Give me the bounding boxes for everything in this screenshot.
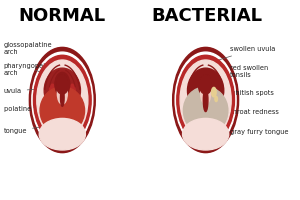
Text: uvula: uvula xyxy=(4,87,59,94)
Ellipse shape xyxy=(200,74,212,94)
Ellipse shape xyxy=(212,82,220,108)
Text: BACTERIAL: BACTERIAL xyxy=(152,7,262,25)
Text: pharyngopalatine
arch: pharyngopalatine arch xyxy=(4,63,63,76)
Ellipse shape xyxy=(182,118,229,150)
Ellipse shape xyxy=(56,74,69,94)
Ellipse shape xyxy=(192,82,200,108)
Ellipse shape xyxy=(39,118,86,150)
Ellipse shape xyxy=(49,84,56,105)
Ellipse shape xyxy=(34,55,91,145)
Ellipse shape xyxy=(29,47,95,153)
Polygon shape xyxy=(182,97,229,111)
Ellipse shape xyxy=(175,52,236,148)
Ellipse shape xyxy=(183,87,228,134)
Ellipse shape xyxy=(32,52,93,148)
Text: swollen uvula: swollen uvula xyxy=(214,46,275,61)
Polygon shape xyxy=(39,97,86,111)
Ellipse shape xyxy=(69,84,76,105)
Text: polatine tonsil: polatine tonsil xyxy=(4,100,51,112)
Text: glossopalatine
arch: glossopalatine arch xyxy=(4,42,52,59)
Ellipse shape xyxy=(44,68,80,113)
Text: red swollen
tonsils: red swollen tonsils xyxy=(217,65,268,78)
Ellipse shape xyxy=(40,87,85,134)
Ellipse shape xyxy=(57,75,67,92)
Ellipse shape xyxy=(198,72,213,96)
Ellipse shape xyxy=(201,75,211,92)
Text: tongue: tongue xyxy=(4,124,60,134)
Text: NORMAL: NORMAL xyxy=(19,7,106,25)
Ellipse shape xyxy=(180,60,231,140)
Ellipse shape xyxy=(188,68,224,113)
Ellipse shape xyxy=(215,96,217,102)
Text: whitish spots: whitish spots xyxy=(214,90,274,96)
Ellipse shape xyxy=(55,72,70,96)
Ellipse shape xyxy=(201,83,211,104)
Text: gray furry tongue: gray furry tongue xyxy=(208,127,289,135)
Ellipse shape xyxy=(61,88,64,106)
Text: throat redness: throat redness xyxy=(210,106,279,115)
Ellipse shape xyxy=(177,55,235,145)
Ellipse shape xyxy=(203,88,208,112)
Ellipse shape xyxy=(173,47,238,153)
Ellipse shape xyxy=(57,83,67,104)
Ellipse shape xyxy=(37,60,88,140)
Ellipse shape xyxy=(212,87,216,97)
